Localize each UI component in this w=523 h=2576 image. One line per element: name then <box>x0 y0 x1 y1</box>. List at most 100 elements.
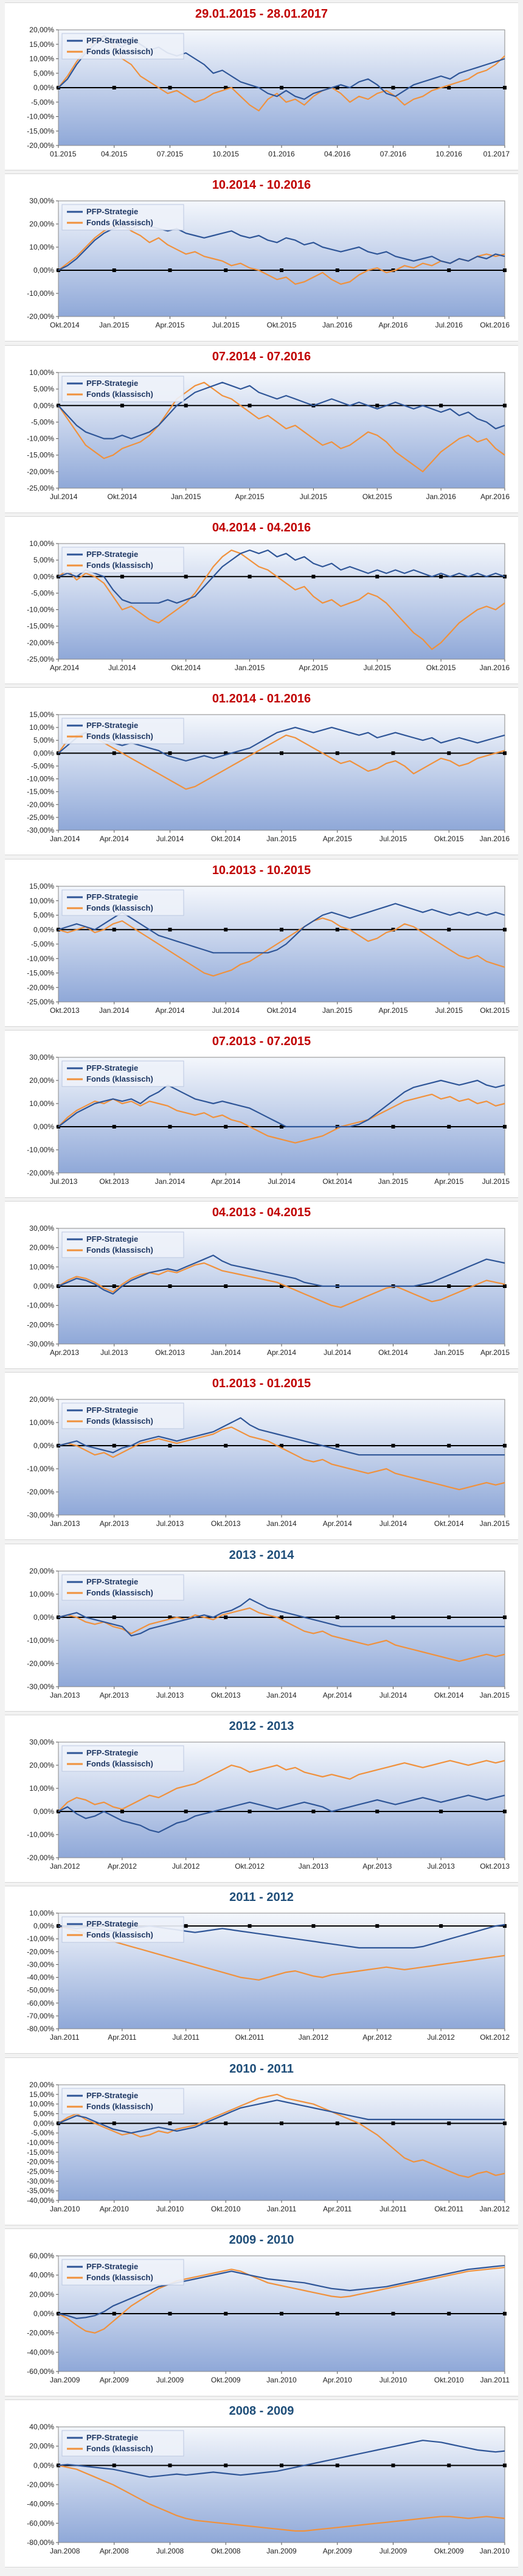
y-tick-label: 0,00% <box>33 2119 54 2127</box>
y-tick-label: 30,00% <box>29 1738 54 1746</box>
baseline-marker <box>224 927 228 931</box>
series-line-fund <box>58 1093 505 1144</box>
x-tick-label: Okt.2008 <box>211 2547 241 2555</box>
x-tick-label: Apr.2015 <box>235 492 265 501</box>
legend: PFP-Strategie Fonds (klassisch) <box>61 1916 184 1943</box>
x-tick-label: Apr.2015 <box>434 1177 463 1186</box>
legend: PFP-Strategie Fonds (klassisch) <box>61 889 184 915</box>
baseline-marker <box>503 1284 507 1289</box>
y-tick-label: -10,00% <box>27 1301 54 1310</box>
series-line-strategy <box>58 1598 505 1637</box>
legend: PFP-Strategie Fonds (klassisch) <box>61 33 184 60</box>
line-chart: 20,00%10,00%0,00%-10,00%-20,00%-30,00%Ja… <box>27 1567 510 1699</box>
baseline-marker <box>112 2311 116 2315</box>
chart-panel: 04.2014 - 04.2016 10,00% 5,00% 0,00% -5,00% -… <box>5 516 518 684</box>
baseline-marker <box>503 1924 507 1928</box>
y-tick-label: -10,00% <box>27 775 54 783</box>
baseline-marker <box>168 86 172 89</box>
baseline-marker <box>503 1124 507 1129</box>
series-line-strategy <box>58 2099 505 2133</box>
legend-box <box>61 2259 184 2286</box>
y-tick-label: 0,00% <box>33 1922 54 1930</box>
x-tick-label: Jul.2012 <box>427 2033 455 2042</box>
y-tick-label: 20,00% <box>29 1244 54 1252</box>
baseline-marker <box>280 1284 283 1289</box>
series-line-fund <box>58 381 505 472</box>
y-tick-label: -60,00% <box>27 1999 54 2007</box>
x-tick-label: 01.2016 <box>268 150 295 158</box>
chart-title: 10.2013 - 10.2015 <box>212 863 311 877</box>
x-tick-label: 10.2015 <box>213 150 240 158</box>
legend-box <box>61 33 184 60</box>
baseline-marker <box>447 927 451 931</box>
chart-title: 2013 - 2014 <box>229 1548 294 1562</box>
y-tick-label: 20,00% <box>29 26 54 34</box>
x-tick-label: Apr.2012 <box>108 1862 137 1871</box>
x-tick-label: 10.2016 <box>436 150 463 158</box>
chart-title: 2012 - 2013 <box>229 1720 294 1733</box>
x-tick-label: Jan.2014 <box>50 835 80 843</box>
y-tick-label: -5,00% <box>31 98 54 107</box>
x-tick-label: Okt.2015 <box>362 492 392 501</box>
x-tick-label: Okt.2013 <box>99 1177 129 1186</box>
baseline-marker <box>168 751 172 755</box>
x-tick-label: Jul.2015 <box>364 663 392 672</box>
y-tick-label: 20,00% <box>29 220 54 228</box>
y-tick-label: -30,00% <box>27 1340 54 1348</box>
x-tick-label: 01.2017 <box>483 150 510 158</box>
legend: PFP-Strategie Fonds (klassisch) <box>61 1574 184 1601</box>
x-tick-label: Apr.2014 <box>100 835 129 843</box>
y-tick-label: -10,00% <box>27 113 54 121</box>
x-tick-label: Jul.2012 <box>172 1862 200 1871</box>
x-tick-label: Jul.2013 <box>156 1519 184 1528</box>
y-tick-label: -10,00% <box>27 1830 54 1839</box>
baseline-marker <box>447 86 451 89</box>
x-tick-label: Jan.2016 <box>426 492 456 501</box>
y-tick-label: 0,00% <box>33 572 54 581</box>
y-tick-label: -30,00% <box>27 1682 54 1691</box>
x-tick-label: Okt.2013 <box>50 1006 80 1015</box>
y-tick-label: -20,00% <box>27 467 54 475</box>
x-tick-label: Apr.2014 <box>50 663 79 672</box>
x-tick-label: 01.2015 <box>50 150 77 158</box>
legend-label: Fonds (klassisch) <box>86 2444 153 2453</box>
x-tick-label: Okt.2013 <box>211 1519 241 1528</box>
series-line-strategy <box>58 1417 505 1456</box>
y-tick-label: -20,00% <box>27 983 54 992</box>
line-chart: 20,00% 15,00% 10,00% 5,00% 0,00% -5,00% -10,00… <box>27 26 510 158</box>
y-tick-label: 20,00% <box>29 2081 54 2089</box>
baseline-marker <box>120 1810 124 1813</box>
y-tick-label: 40,00% <box>29 2271 54 2280</box>
baseline-marker <box>335 2311 339 2315</box>
x-tick-label: Jul.2013 <box>156 1691 184 1699</box>
y-tick-label: -40,00% <box>27 2348 54 2356</box>
x-tick-label: Okt.2015 <box>434 835 464 843</box>
x-tick-label: Jan.2011 <box>267 2205 297 2213</box>
y-tick-label: -60,00% <box>27 2519 54 2528</box>
y-tick-label: 10,00% <box>29 1418 54 1427</box>
chart-title: 07.2014 - 07.2016 <box>212 349 311 363</box>
baseline-marker <box>503 2463 507 2468</box>
baseline-marker <box>391 1444 395 1448</box>
y-tick-label: 30,00% <box>29 1224 54 1233</box>
legend-label: Fonds (klassisch) <box>86 47 153 56</box>
y-tick-label: 5,00% <box>33 2109 54 2118</box>
x-tick-label: Jan.2011 <box>50 2033 80 2042</box>
baseline-marker <box>503 403 507 407</box>
y-tick-label: 20,00% <box>29 1567 54 1575</box>
baseline-marker <box>280 751 283 755</box>
line-chart: 60,00% 40,00% 20,00% 0,00% -20,00% -40,00% -60… <box>27 2252 510 2384</box>
x-tick-label: Jan.2016 <box>480 663 510 672</box>
x-tick-label: Okt.2013 <box>211 1691 241 1699</box>
y-tick-label: -10,00% <box>27 1636 54 1645</box>
legend-label: Fonds (klassisch) <box>86 561 153 570</box>
legend: PFP-Strategie Fonds (klassisch) <box>61 547 184 573</box>
line-chart: 15,00% 10,00% 5,00% 0,00% -5,00% -10,00% -15,0… <box>27 882 510 1015</box>
chart-title: 2009 - 2010 <box>229 2233 294 2247</box>
x-tick-label: Jul.2015 <box>300 492 328 501</box>
y-tick-label: -30,00% <box>27 826 54 835</box>
legend-label: PFP-Strategie <box>86 379 138 388</box>
line-chart: 40,00% 20,00% 0,00% -20,00% -40,00% -60,00% -8… <box>27 2423 510 2555</box>
legend-label: PFP-Strategie <box>86 550 138 559</box>
x-tick-label: Apr.2013 <box>50 1348 79 1357</box>
